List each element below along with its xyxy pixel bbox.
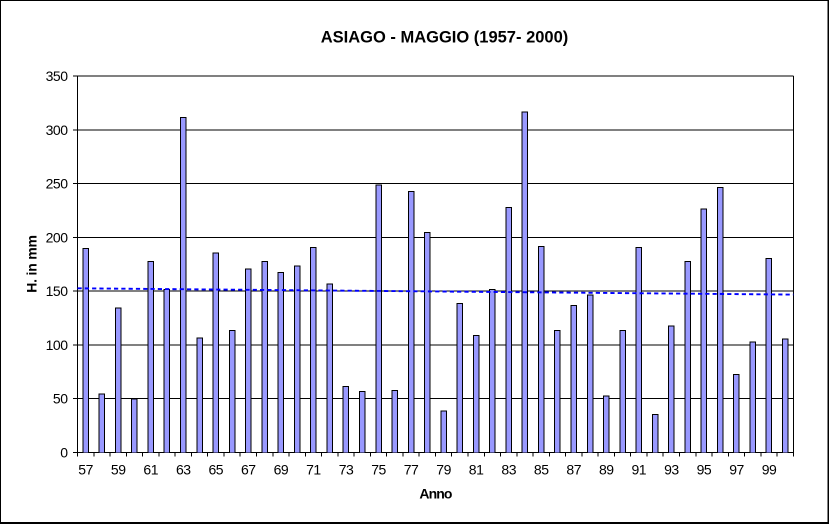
svg-text:97: 97 (729, 462, 744, 478)
svg-text:89: 89 (599, 462, 614, 478)
svg-text:69: 69 (274, 462, 289, 478)
svg-text:250: 250 (46, 176, 69, 192)
svg-text:350: 350 (46, 68, 69, 84)
svg-text:99: 99 (762, 462, 777, 478)
svg-text:0: 0 (60, 445, 68, 461)
svg-text:65: 65 (209, 462, 224, 478)
svg-text:61: 61 (143, 462, 158, 478)
svg-text:63: 63 (176, 462, 191, 478)
svg-text:57: 57 (78, 462, 93, 478)
svg-text:93: 93 (664, 462, 679, 478)
svg-text:85: 85 (534, 462, 549, 478)
svg-text:73: 73 (339, 462, 354, 478)
svg-text:100: 100 (46, 337, 69, 353)
svg-text:81: 81 (469, 462, 484, 478)
svg-text:300: 300 (46, 122, 69, 138)
svg-text:H. in mm: H. in mm (24, 235, 40, 293)
svg-text:95: 95 (697, 462, 712, 478)
svg-text:83: 83 (501, 462, 516, 478)
svg-text:77: 77 (404, 462, 419, 478)
svg-text:50: 50 (53, 391, 68, 407)
svg-text:67: 67 (241, 462, 256, 478)
svg-text:71: 71 (306, 462, 321, 478)
svg-text:75: 75 (371, 462, 386, 478)
svg-text:200: 200 (46, 229, 69, 245)
svg-text:Anno: Anno (419, 486, 452, 502)
svg-text:87: 87 (566, 462, 581, 478)
svg-text:ASIAGO - MAGGIO (1957- 2000): ASIAGO - MAGGIO (1957- 2000) (321, 28, 569, 46)
svg-text:150: 150 (46, 283, 69, 299)
svg-text:59: 59 (111, 462, 126, 478)
svg-text:79: 79 (436, 462, 451, 478)
svg-text:91: 91 (632, 462, 647, 478)
